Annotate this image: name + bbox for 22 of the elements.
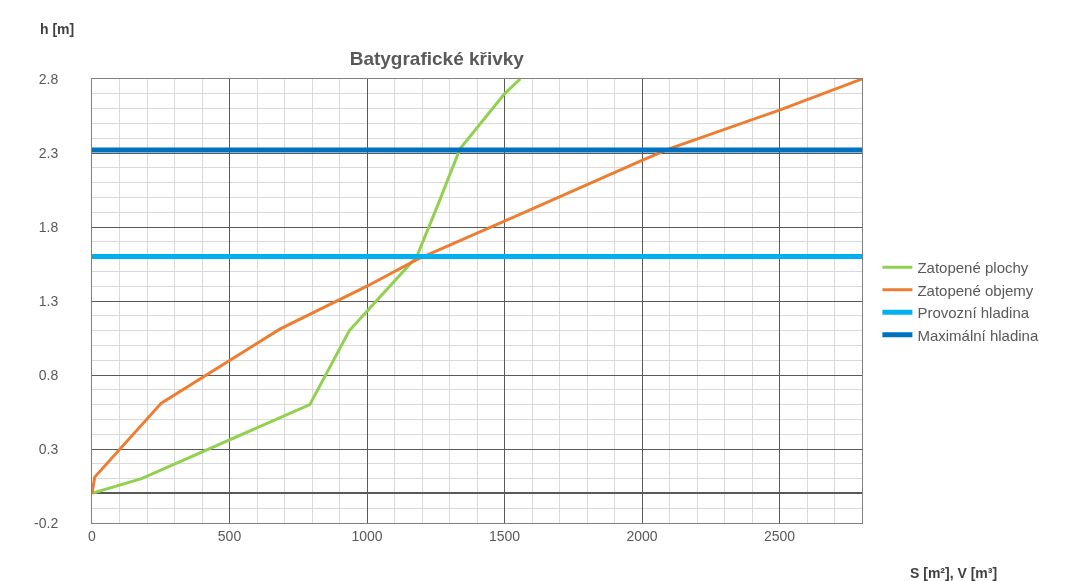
x-axis-title: S [m²], V [m³] bbox=[910, 565, 998, 581]
line-series bbox=[92, 79, 862, 495]
y-axis-title: h [m] bbox=[40, 21, 75, 37]
y-tick-label: 2.8 bbox=[38, 70, 59, 87]
chart-title: Batygrafické křivky bbox=[349, 47, 525, 69]
y-tick-label: 0.8 bbox=[38, 366, 59, 383]
x-tick-label: 500 bbox=[217, 527, 242, 544]
x-tick-label: 0 bbox=[88, 527, 97, 544]
legend-label: Maximální hladina bbox=[917, 326, 1039, 344]
x-tick-label: 2500 bbox=[763, 527, 796, 544]
x-tick-label: 1500 bbox=[488, 527, 521, 544]
legend-label: Provozní hladina bbox=[917, 304, 1030, 322]
line-series bbox=[92, 79, 522, 495]
x-tick-label: 2000 bbox=[626, 527, 658, 544]
y-tick-label: 1.3 bbox=[38, 292, 59, 309]
x-tick-label: 1000 bbox=[351, 527, 383, 544]
y-tick-label: 2.3 bbox=[38, 144, 59, 161]
y-tick-label: -0.2 bbox=[34, 514, 59, 531]
y-tick-label: 0.3 bbox=[38, 440, 59, 457]
y-tick-label: 1.8 bbox=[38, 218, 59, 235]
legend-label: Zatopené objemy bbox=[917, 281, 1034, 299]
legend-label: Zatopené plochy bbox=[917, 259, 1029, 277]
